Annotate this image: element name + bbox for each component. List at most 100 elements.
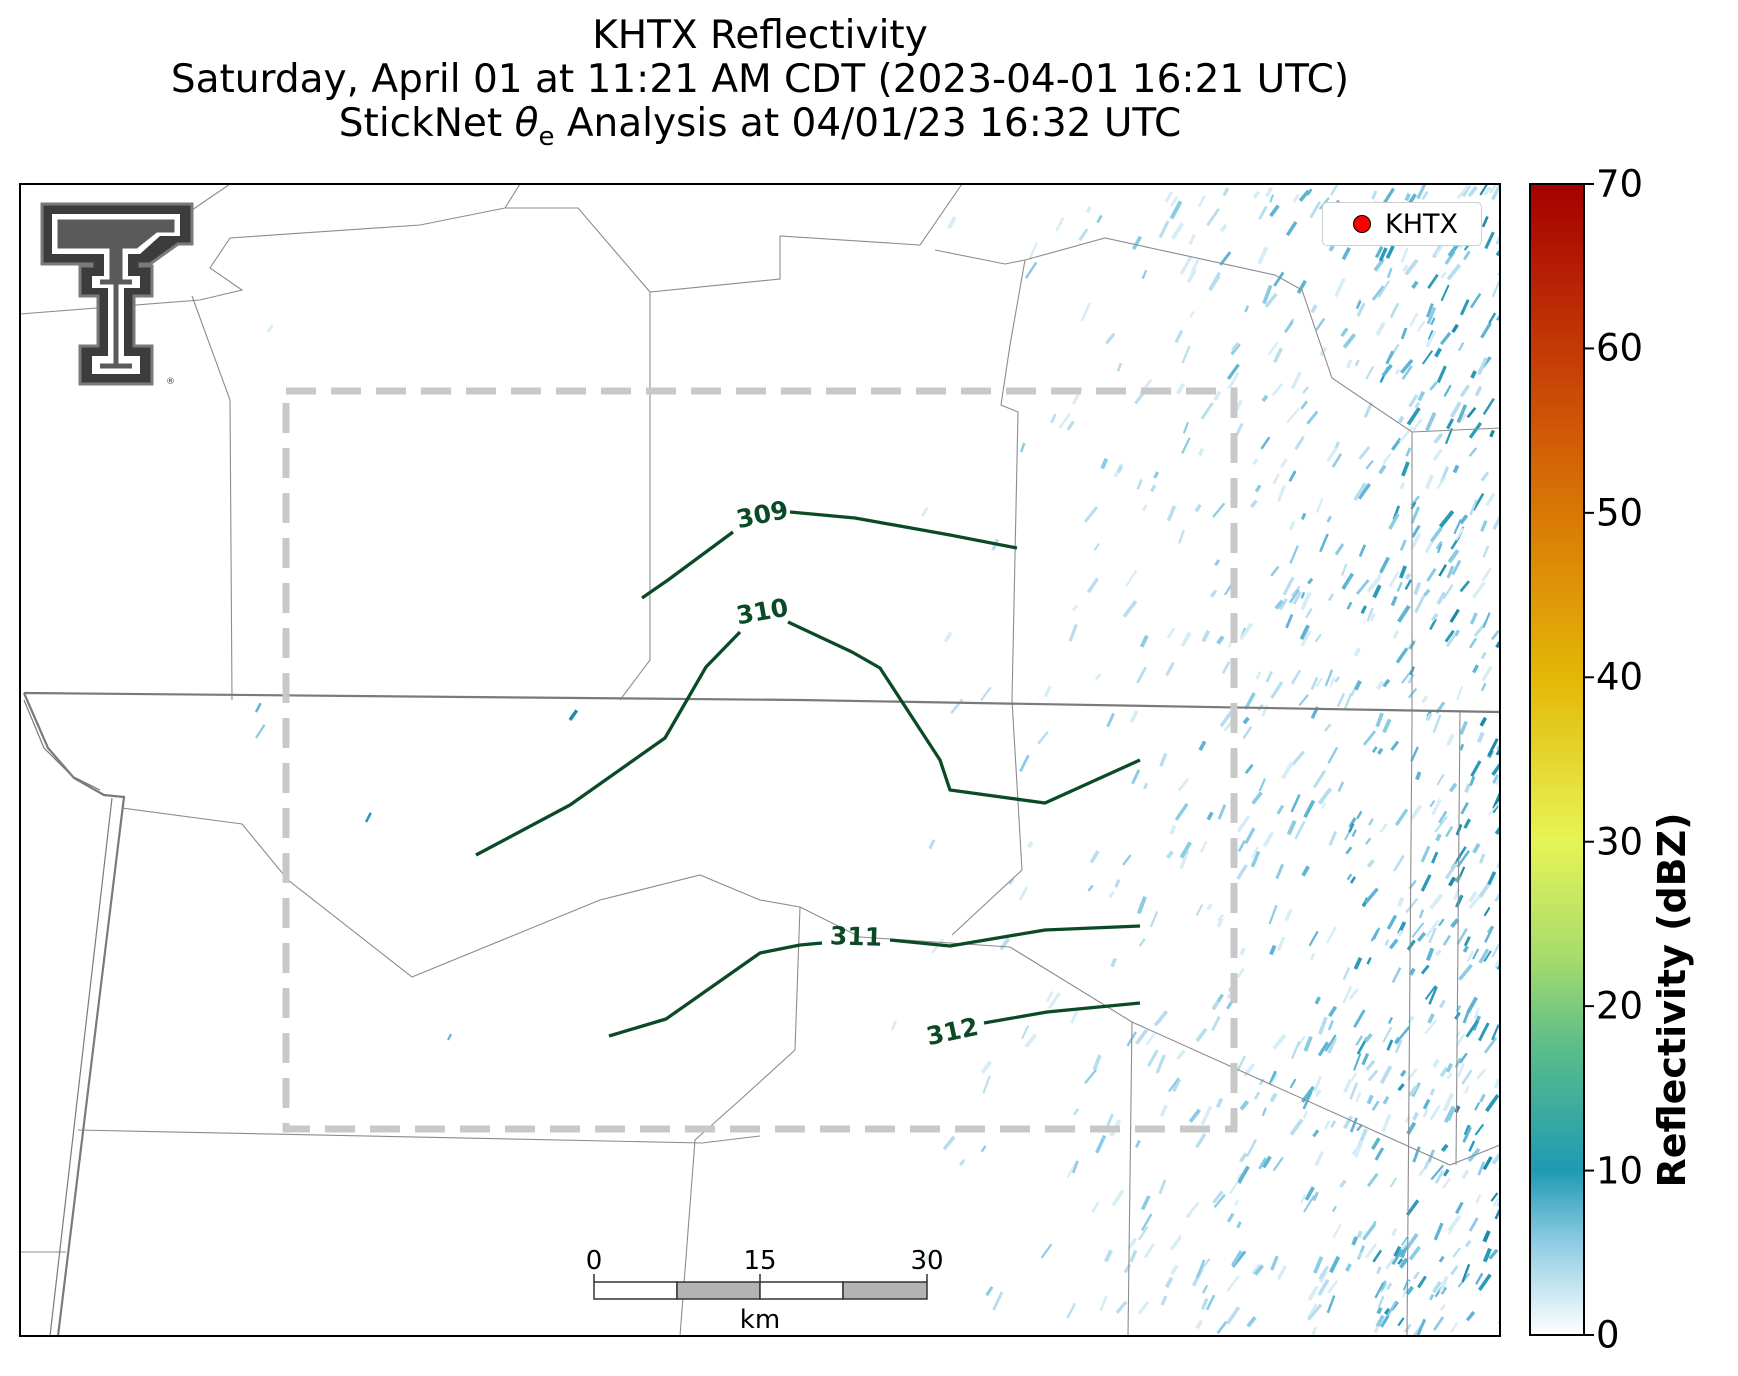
radar-echo xyxy=(1048,992,1061,1010)
radar-echo xyxy=(1397,1258,1404,1265)
radar-echo xyxy=(1106,1113,1114,1127)
radar-echo xyxy=(1114,879,1121,888)
radar-echo xyxy=(1422,588,1431,597)
radar-echo xyxy=(1446,263,1462,281)
radar-echo xyxy=(1315,318,1326,331)
radar-echo xyxy=(1445,634,1456,648)
radar-echo xyxy=(1397,929,1404,937)
radar-echo xyxy=(1153,471,1160,479)
radar-echo xyxy=(1428,986,1438,1005)
radar-echo xyxy=(1449,401,1462,419)
radar-echo xyxy=(1436,591,1447,605)
radar-echo xyxy=(1188,1108,1202,1123)
radar-echo xyxy=(1299,624,1310,641)
theta-e-contours xyxy=(475,510,1141,1038)
radar-echo xyxy=(1273,347,1283,363)
radar-echo xyxy=(1377,1295,1385,1308)
radar-echo xyxy=(1388,571,1400,588)
radar-echo xyxy=(1135,1028,1149,1045)
radar-echo xyxy=(1253,1091,1261,1100)
radar-echo xyxy=(1416,1318,1427,1336)
radar-echo xyxy=(1019,442,1026,453)
radar-echo xyxy=(1411,524,1421,538)
radar-echo xyxy=(1238,1152,1248,1163)
radar-echo xyxy=(1375,1314,1385,1327)
radar-echo xyxy=(1430,317,1436,326)
radar-echo xyxy=(1345,1263,1352,1272)
radar-echo xyxy=(1462,945,1469,953)
radar-echo xyxy=(1414,595,1426,614)
radar-echo xyxy=(1459,720,1468,736)
radar-echo xyxy=(1353,1052,1362,1071)
radar-echo xyxy=(1327,1036,1338,1054)
radar-echo xyxy=(1028,242,1038,259)
radar-echo xyxy=(1275,863,1285,880)
radar-echo xyxy=(1314,1089,1322,1098)
radar-echo xyxy=(1390,595,1398,607)
radar-echo xyxy=(1100,457,1109,470)
radar-echo xyxy=(1429,1104,1441,1121)
radar-echo xyxy=(1491,1024,1500,1041)
radar-echo xyxy=(1307,577,1314,585)
radar-echo xyxy=(1288,470,1297,482)
radar-echo xyxy=(1456,404,1468,424)
radar-echo xyxy=(1411,922,1425,938)
radar-echo xyxy=(1272,473,1280,485)
radar-echo xyxy=(1477,1161,1486,1176)
radar-echo xyxy=(1284,908,1293,922)
radar-echo xyxy=(1416,184,1427,200)
radar-echo xyxy=(1324,1034,1337,1052)
radar-echo xyxy=(1317,1278,1330,1297)
radar-echo xyxy=(1438,1255,1445,1263)
radar-echo xyxy=(1141,1213,1153,1231)
radar-echo xyxy=(1460,801,1469,815)
radar-echo xyxy=(1122,600,1138,618)
radar-echo xyxy=(1480,471,1490,482)
radar-echo xyxy=(1376,1266,1382,1275)
radar-echo xyxy=(1451,559,1462,576)
radar-echo xyxy=(1394,1039,1403,1054)
radar-echo xyxy=(1274,599,1284,610)
radar-echo xyxy=(1195,1259,1206,1279)
radar-echo xyxy=(1357,483,1371,500)
radar-echo xyxy=(1105,332,1116,345)
radar-echo xyxy=(1360,605,1368,615)
radar-echo xyxy=(1469,775,1476,787)
radar-echo xyxy=(1303,1035,1313,1052)
radar-echo xyxy=(959,1158,966,1166)
radar-echo xyxy=(985,1285,994,1297)
radar-echo xyxy=(1386,267,1393,279)
radar-echo xyxy=(1226,1275,1240,1292)
radar-echo xyxy=(1416,320,1426,333)
radar-echo xyxy=(1139,634,1149,648)
radar-echo xyxy=(1181,345,1191,364)
contour-312-line xyxy=(983,1001,1141,1025)
radar-echo xyxy=(1431,1280,1442,1294)
radar-echo xyxy=(1261,1107,1267,1117)
radar-echo xyxy=(1314,996,1321,1005)
radar-echo xyxy=(1491,279,1500,298)
radar-echo xyxy=(1285,613,1294,629)
radar-echo xyxy=(1412,418,1423,432)
radar-echo xyxy=(1310,304,1318,314)
radar-echo xyxy=(1278,598,1288,611)
radar-echo xyxy=(1394,368,1401,375)
radar-echo xyxy=(1382,678,1391,688)
radar-echo xyxy=(1410,495,1420,507)
radar-echo xyxy=(1343,1078,1353,1094)
radar-echo xyxy=(1269,204,1280,218)
radar-echo xyxy=(1206,903,1213,911)
radar-echo xyxy=(1290,1040,1301,1060)
radar-echo xyxy=(1442,934,1452,946)
radar-echo xyxy=(1449,608,1460,623)
radar-echo xyxy=(1480,322,1492,339)
radar-echo xyxy=(1308,930,1319,947)
radar-echo xyxy=(1351,829,1357,837)
radar-echo xyxy=(1200,1297,1209,1310)
radar-echo xyxy=(1478,1273,1492,1292)
radar-echo xyxy=(1122,854,1132,866)
radar-echo xyxy=(1068,623,1078,642)
radar-echo xyxy=(1289,1118,1304,1136)
radar-echo xyxy=(1260,436,1271,450)
radar-echo xyxy=(1392,854,1405,872)
